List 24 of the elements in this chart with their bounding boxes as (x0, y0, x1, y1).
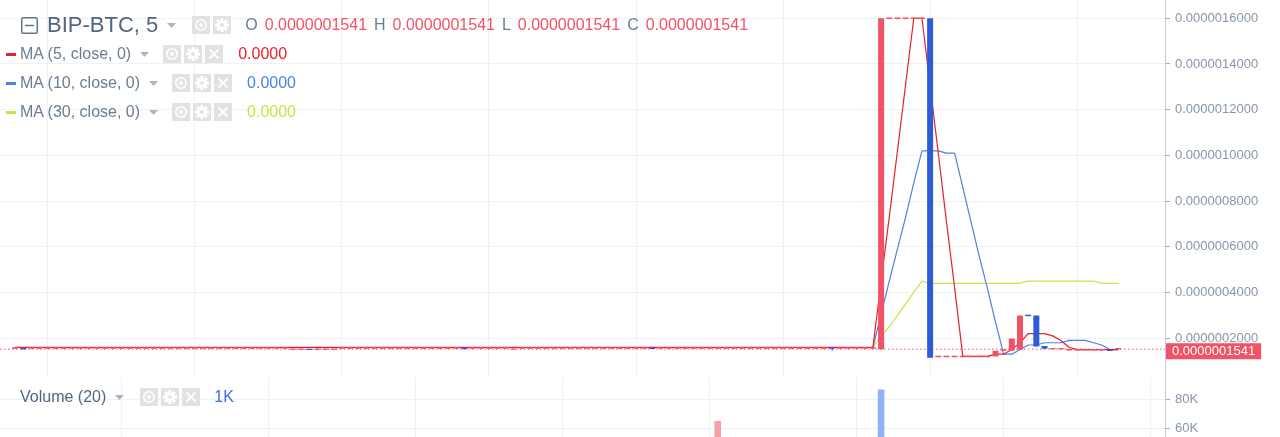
legend-label: MA (10, close, 0) (20, 74, 141, 91)
y-tick-label: 0.0000016000 (1175, 9, 1259, 25)
legend-label: MA (5, close, 0) (20, 45, 132, 62)
y-tick-label: 0.0000006000 (1175, 238, 1259, 254)
annotation: O 0.0000001541 H 0.0000001541 L 0.0000001541 C 0.0000001541 (245, 16, 749, 33)
candlestick (20, 347, 27, 350)
candlestick (1041, 345, 1048, 349)
annotation: 0.0000 (247, 74, 296, 91)
y-tick-label: 80K (1175, 391, 1199, 407)
y-tick-label: 0.0000014000 (1175, 55, 1259, 71)
annotation: 0.0000 (238, 45, 288, 62)
y-tick-label: 0.0000010000 (1175, 146, 1259, 162)
text: Volume (20) (20, 388, 107, 405)
legend-label: MA (30, close, 0) (20, 103, 141, 120)
y-tick-label: 0.0000008000 (1175, 192, 1259, 208)
y-tick-label: 0.0000012000 (1175, 101, 1259, 117)
text: BIP-BTC, 5 (47, 12, 159, 37)
y-tick-label: 0.0000004000 (1175, 284, 1259, 300)
annotation: 1K (214, 388, 234, 405)
candlestick (829, 347, 836, 351)
annotation: 0.0000 (247, 103, 296, 120)
y-tick-label: 0.0000002000 (1175, 329, 1259, 345)
y-tick-label: 60K (1175, 420, 1199, 436)
ref-line-label: 0.0000001541 (1172, 342, 1256, 358)
